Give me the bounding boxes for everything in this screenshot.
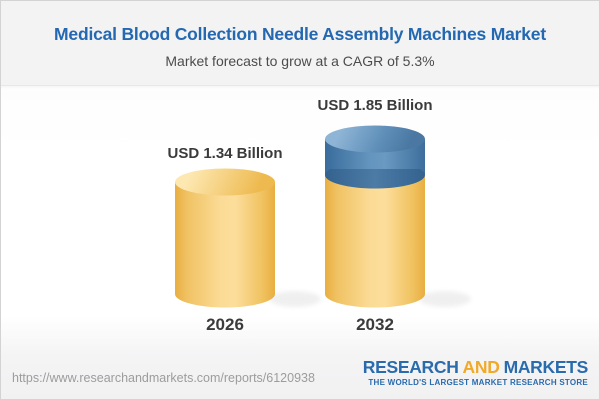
- footer: https://www.researchandmarkets.com/repor…: [1, 344, 599, 399]
- year-label-2032: 2032: [356, 315, 394, 334]
- report-url: https://www.researchandmarkets.com/repor…: [12, 371, 315, 385]
- logo-wordmark: RESEARCH AND MARKETS: [362, 356, 589, 377]
- logo-word-and: AND: [462, 356, 500, 377]
- cylinder-2026-body: [175, 182, 275, 294]
- shadow-ellipse-2026: [269, 291, 321, 307]
- header: Medical Blood Collection Needle Assembly…: [1, 1, 599, 86]
- year-label-2026: 2026: [206, 315, 244, 334]
- cylinder-chart-graphic: [175, 125, 471, 308]
- value-label-2032: USD 1.85 Billion: [317, 97, 433, 114]
- cylinder-2026-top-cap: [175, 168, 275, 196]
- logo-tagline: THE WORLD'S LARGEST MARKET RESEARCH STOR…: [368, 378, 588, 387]
- cylinder-2032-top-cap: [325, 125, 425, 153]
- research-and-markets-logo: RESEARCH AND MARKETS THE WORLD'S LARGEST M…: [362, 356, 589, 388]
- cylinder-2032: [325, 125, 425, 308]
- logo-word-markets: MARKETS: [503, 356, 589, 377]
- cylinder-2032-gold-body: [325, 175, 425, 294]
- logo-word-research: RESEARCH: [362, 356, 459, 377]
- chart-subtitle: Market forecast to grow at a CAGR of 5.3…: [165, 53, 435, 69]
- value-label-2026: USD 1.34 Billion: [167, 145, 283, 162]
- shadow-ellipse-2032: [419, 291, 471, 307]
- chart-area: USD 1.34 Billion USD 1.85 Billion 2026 2…: [1, 86, 599, 346]
- cylinder-2032-growth-segment: [325, 125, 425, 189]
- cylinder-2026: [175, 168, 275, 308]
- chart-title: Medical Blood Collection Needle Assembly…: [54, 24, 546, 44]
